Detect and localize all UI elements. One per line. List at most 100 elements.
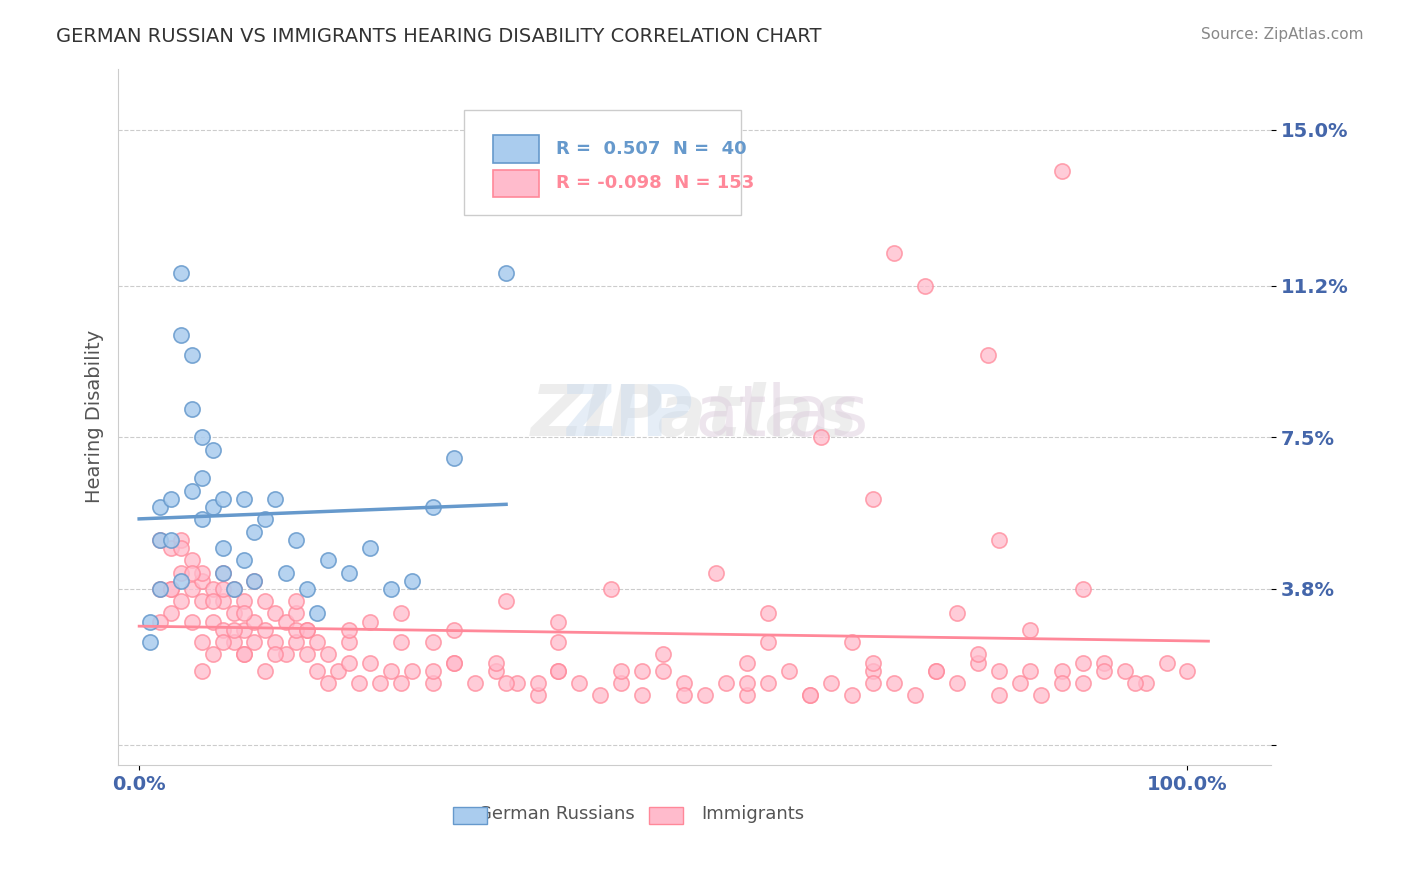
Point (443, 450, 465, 465)
Point (862, 664, 884, 678)
Point (422, 676, 444, 690)
Point (652, 648, 675, 662)
Point (274, 615, 297, 629)
Point (201, 615, 224, 629)
Point (316, 676, 339, 690)
Point (1019, 664, 1042, 678)
Point (149, 615, 172, 629)
Point (274, 648, 297, 662)
Point (264, 635, 287, 649)
Point (883, 246, 905, 260)
Point (328, 664, 350, 678)
Point (673, 689, 696, 703)
Point (810, 430, 832, 444)
Point (285, 635, 308, 649)
Point (212, 623, 235, 637)
Point (264, 607, 287, 621)
Point (285, 533, 308, 547)
Point (191, 594, 214, 608)
Point (222, 607, 245, 621)
Point (138, 615, 160, 629)
Point (422, 500, 444, 514)
Point (222, 582, 245, 596)
Point (547, 635, 569, 649)
Text: atlas: atlas (695, 383, 869, 451)
Point (170, 594, 193, 608)
Point (222, 623, 245, 637)
Point (904, 689, 927, 703)
Point (191, 635, 214, 649)
Point (285, 607, 308, 621)
Text: German Russians: German Russians (478, 805, 634, 822)
Point (180, 483, 202, 498)
Point (1123, 676, 1146, 690)
Point (337, 635, 360, 649)
Text: Source: ZipAtlas.com: Source: ZipAtlas.com (1201, 27, 1364, 42)
Point (1092, 656, 1115, 670)
Point (201, 500, 224, 514)
Point (149, 582, 172, 596)
Point (977, 348, 1000, 362)
Point (631, 664, 654, 678)
Point (337, 656, 360, 670)
Point (307, 607, 329, 621)
Point (295, 582, 318, 596)
Point (212, 582, 235, 596)
Text: ZIPatlas: ZIPatlas (531, 383, 859, 451)
Point (380, 582, 402, 596)
Point (631, 689, 654, 703)
Point (212, 566, 235, 580)
Point (799, 689, 821, 703)
Point (222, 635, 245, 649)
Point (568, 676, 591, 690)
Point (170, 574, 193, 588)
Point (526, 676, 548, 690)
Point (1114, 664, 1136, 678)
Text: Immigrants: Immigrants (700, 805, 804, 822)
Point (505, 676, 527, 690)
Point (704, 566, 727, 580)
Text: ZIP: ZIP (562, 383, 695, 451)
Point (359, 615, 381, 629)
Point (1050, 164, 1073, 178)
Point (233, 648, 256, 662)
Point (191, 471, 214, 485)
Point (716, 676, 738, 690)
Point (149, 582, 172, 596)
Point (243, 574, 266, 588)
Point (180, 566, 202, 580)
Point (495, 594, 517, 608)
Point (652, 664, 675, 678)
FancyBboxPatch shape (464, 111, 741, 215)
Point (170, 327, 193, 342)
Point (285, 623, 308, 637)
Point (243, 635, 266, 649)
Point (1135, 676, 1157, 690)
Point (1071, 582, 1094, 596)
Point (599, 582, 621, 596)
Point (495, 266, 517, 280)
Point (925, 664, 948, 678)
Point (464, 676, 486, 690)
Point (337, 566, 360, 580)
Point (401, 664, 423, 678)
FancyBboxPatch shape (453, 807, 488, 824)
Point (946, 676, 969, 690)
Point (316, 648, 339, 662)
Point (138, 635, 160, 649)
Point (170, 533, 193, 547)
Point (1092, 664, 1115, 678)
Point (349, 676, 371, 690)
Point (170, 566, 193, 580)
Point (380, 664, 402, 678)
Point (966, 648, 988, 662)
Point (799, 689, 821, 703)
Point (243, 524, 266, 539)
Point (212, 635, 235, 649)
Point (547, 664, 569, 678)
Point (735, 676, 758, 690)
Point (987, 689, 1010, 703)
Point (180, 582, 202, 596)
Point (368, 676, 391, 690)
Point (233, 594, 256, 608)
